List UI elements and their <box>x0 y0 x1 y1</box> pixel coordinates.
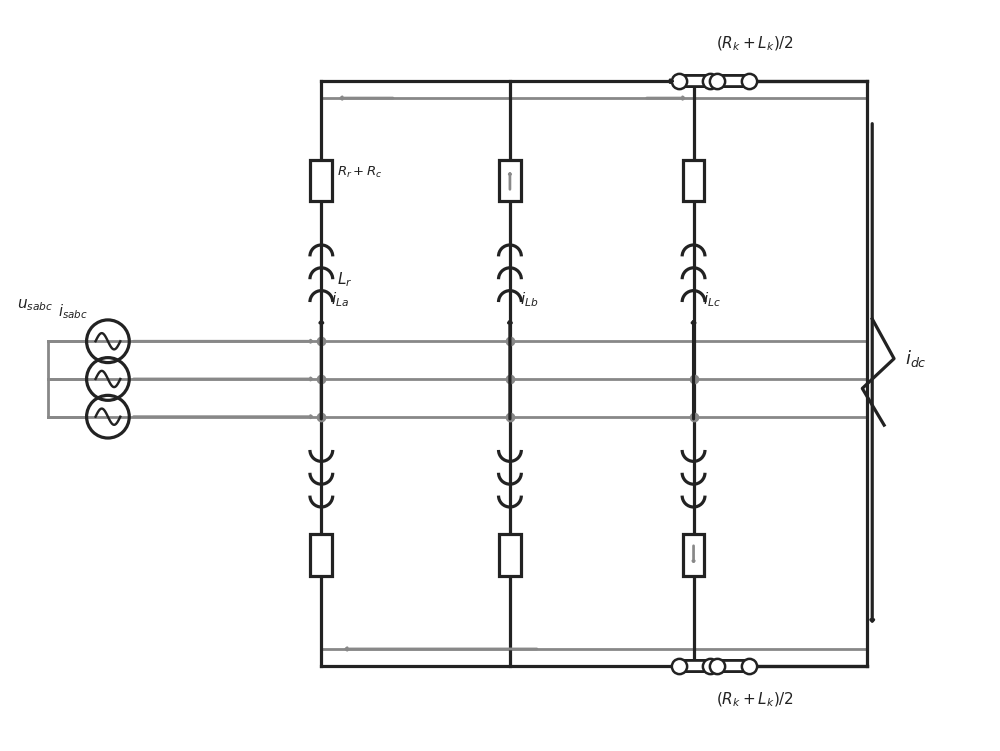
Text: $i_{La}$: $i_{La}$ <box>331 291 349 309</box>
Text: $(R_k+L_k)/2$: $(R_k+L_k)/2$ <box>716 691 793 709</box>
Text: $L_r$: $L_r$ <box>337 270 353 288</box>
Text: $i_{sabc}$: $i_{sabc}$ <box>58 303 88 321</box>
Bar <box>310 534 332 575</box>
Bar <box>499 534 521 575</box>
Bar <box>310 160 332 201</box>
Bar <box>683 160 704 201</box>
Text: $R_r+R_c$: $R_r+R_c$ <box>337 165 383 180</box>
Text: $i_{Lc}$: $i_{Lc}$ <box>703 291 721 309</box>
Text: $(R_k+L_k)/2$: $(R_k+L_k)/2$ <box>716 35 793 53</box>
Bar <box>683 534 704 575</box>
Text: $i_{dc}$: $i_{dc}$ <box>905 348 927 369</box>
Text: $u_{sabc}$: $u_{sabc}$ <box>17 297 53 313</box>
Bar <box>499 160 521 201</box>
Text: $i_{Lb}$: $i_{Lb}$ <box>520 291 538 309</box>
